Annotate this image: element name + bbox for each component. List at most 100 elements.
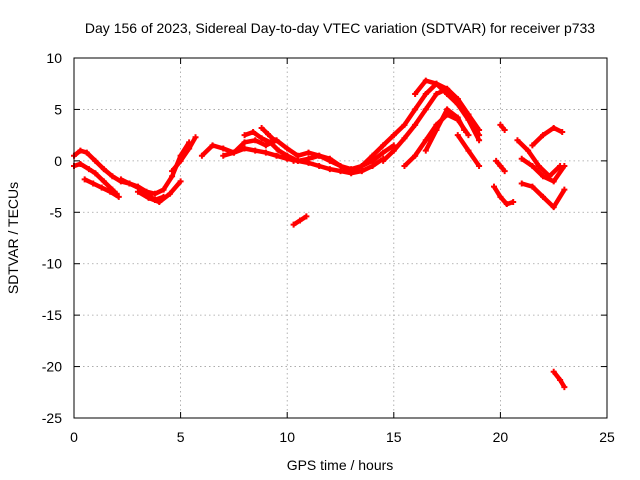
series-track-t (497, 121, 508, 133)
series-track-c (81, 176, 122, 200)
data-point (241, 145, 248, 152)
data-point (529, 163, 536, 169)
data-point (85, 166, 92, 173)
data-point (476, 132, 483, 139)
data-point (454, 132, 461, 139)
data-point (258, 135, 265, 142)
data-point (412, 106, 419, 113)
series-track-j (258, 124, 278, 144)
data-point (252, 147, 259, 154)
data-point (390, 147, 397, 154)
x-tick-labels: 0 5 10 15 20 25 (70, 429, 615, 445)
data-point (433, 91, 440, 97)
data-point (160, 186, 167, 193)
data-point (493, 157, 500, 164)
data-point (126, 180, 133, 187)
data-point (422, 147, 429, 154)
data-point (134, 188, 141, 195)
y-tick-label: -10 (42, 256, 62, 272)
data-point (77, 160, 84, 167)
data-point (252, 137, 259, 144)
x-tick-label: 0 (70, 429, 78, 445)
data-point (561, 163, 568, 169)
data-point (369, 163, 376, 169)
data-point (358, 168, 365, 175)
data-point (525, 147, 532, 154)
data-point (177, 178, 184, 185)
series-track-p (412, 77, 483, 133)
y-tick-label: 5 (54, 101, 62, 117)
data-point (390, 132, 397, 139)
x-tick-label: 25 (599, 429, 615, 445)
data-point (380, 142, 387, 149)
grid-lines (74, 58, 607, 418)
data-point (369, 152, 376, 159)
series-track-w (518, 180, 568, 211)
data-point (316, 152, 323, 159)
data-point (433, 127, 440, 133)
series-line (381, 86, 482, 163)
data-point (265, 131, 272, 138)
data-point (491, 183, 498, 190)
data-point (497, 193, 504, 200)
data-point (271, 137, 278, 144)
series-track-s (493, 157, 508, 175)
data-point (422, 91, 429, 97)
y-tick-label: 10 (46, 50, 62, 66)
data-point (107, 188, 114, 195)
series-track-y (518, 155, 568, 185)
data-point (454, 96, 461, 103)
data-point (444, 106, 451, 113)
data-point (81, 176, 88, 183)
data-point (444, 85, 451, 92)
data-point (262, 142, 269, 149)
data-point (177, 157, 184, 164)
data-point (337, 168, 344, 175)
data-point (401, 121, 408, 128)
data-point (422, 77, 429, 84)
data-point (83, 149, 90, 156)
data-point (535, 163, 542, 169)
series-track-z (550, 368, 568, 391)
series-line (170, 136, 198, 173)
data-point (412, 152, 419, 159)
data-point (230, 149, 237, 156)
data-point (337, 163, 344, 169)
data-point (561, 186, 568, 193)
data-point (422, 137, 429, 144)
data-point (550, 368, 557, 375)
data-point (258, 124, 265, 131)
y-tick-label: -25 (42, 410, 62, 426)
data-point (540, 132, 547, 139)
y-tick-label: 0 (54, 153, 62, 169)
data-point (305, 149, 312, 156)
data-point (550, 124, 557, 131)
series-track-r (454, 132, 483, 169)
data-point (169, 168, 176, 175)
data-point (422, 106, 429, 113)
y-axis-label: SDTVAR / TECUs (5, 182, 21, 294)
data-point (241, 139, 248, 146)
y-tick-label: -20 (42, 359, 62, 375)
data-point (115, 193, 122, 200)
y-tick-label: -5 (50, 204, 63, 220)
data-point (273, 152, 280, 159)
data-point (476, 137, 483, 144)
series-track-k (284, 152, 355, 175)
y-tick-label: -15 (42, 307, 62, 323)
data-point (303, 213, 310, 220)
data-point (169, 173, 176, 180)
data-point (117, 176, 124, 183)
series-track-x (529, 124, 566, 149)
data-point (476, 163, 483, 169)
x-tick-label: 15 (386, 429, 402, 445)
data-point (465, 132, 472, 139)
data-point (294, 152, 301, 159)
chart-title: Day 156 of 2023, Sidereal Day-to-day VTE… (85, 20, 595, 36)
data-point (145, 194, 152, 201)
data-point (454, 114, 461, 121)
data-point (557, 376, 564, 383)
data-point (275, 147, 282, 154)
data-point (369, 157, 376, 164)
